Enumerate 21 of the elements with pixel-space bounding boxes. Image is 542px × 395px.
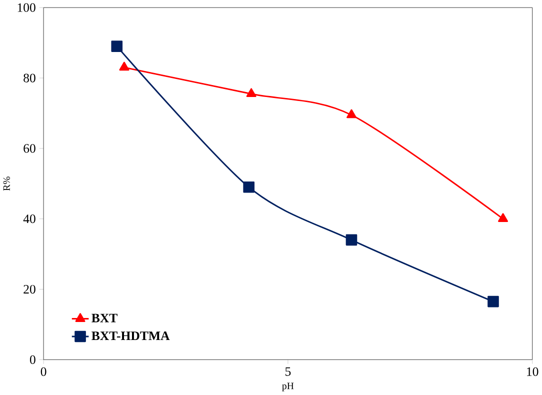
legend-label: BXT-HDTMA bbox=[92, 332, 170, 340]
legend-label: BXT bbox=[92, 314, 118, 322]
y-tick-label: 40 bbox=[23, 214, 36, 224]
x-axis-title: pH bbox=[282, 382, 294, 392]
y-axis-title: R% bbox=[3, 176, 10, 191]
point bbox=[246, 88, 256, 98]
point bbox=[498, 213, 508, 222]
y-tick-label: 80 bbox=[24, 74, 36, 83]
y-tick-label: 0 bbox=[30, 356, 36, 364]
x-tick-label: 5 bbox=[285, 368, 291, 376]
point bbox=[346, 234, 358, 246]
point bbox=[346, 110, 356, 118]
x-tick-label: 10 bbox=[527, 368, 538, 376]
y-tick-label: 20 bbox=[24, 285, 36, 294]
point bbox=[119, 62, 130, 71]
point bbox=[243, 182, 254, 194]
point bbox=[488, 296, 499, 308]
point bbox=[111, 40, 123, 52]
y-tick-label: 60 bbox=[24, 144, 36, 153]
x-tick-label: 0 bbox=[40, 368, 46, 376]
y-tick-label: 100 bbox=[18, 4, 36, 12]
